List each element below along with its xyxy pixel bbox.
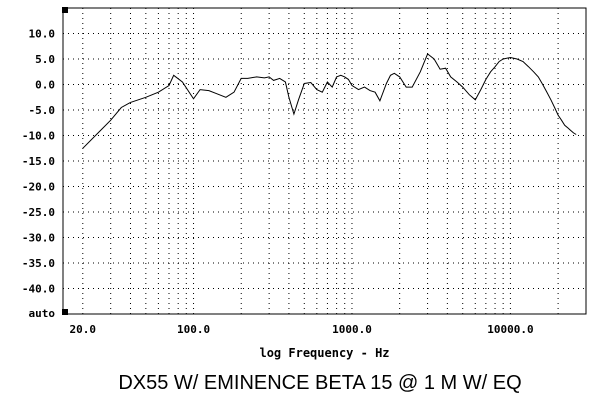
y-tick-label: -20.0 — [22, 181, 55, 194]
x-axis-label: log Frequency - Hz — [259, 346, 389, 360]
y-tick-label: -10.0 — [22, 130, 55, 143]
x-tick-label: 20.0 — [70, 323, 97, 336]
x-tick-labels: 20.0 100.0 1000.0 10000.0 — [70, 323, 534, 336]
response-curve — [82, 53, 577, 149]
x-tick-label: 1000.0 — [332, 323, 372, 336]
plot-frame — [62, 7, 587, 315]
y-tick-label: -15.0 — [22, 155, 55, 168]
y-tick-label: 5.0 — [35, 53, 55, 66]
grid-lines — [63, 8, 586, 314]
y-auto-label: auto — [29, 307, 56, 320]
y-tick-label: 10.0 — [29, 28, 56, 41]
x-tick-label: 10000.0 — [487, 323, 533, 336]
y-tick-labels: 10.0 5.0 0.0 -5.0 -10.0 -15.0 -20.0 -25.0 -30.0 -… — [22, 28, 55, 296]
series-group — [82, 53, 577, 149]
chart-title: DX55 W/ EMINENCE BETA 15 @ 1 M W/ EQ — [118, 372, 521, 394]
y-tick-label: -5.0 — [29, 104, 56, 117]
y-tick-label: 0.0 — [35, 79, 55, 92]
y-tick-label: -30.0 — [22, 232, 55, 245]
x-tick-label: 100.0 — [177, 323, 210, 336]
y-tick-label: -40.0 — [22, 283, 55, 296]
corner-marker-top — [62, 7, 68, 13]
y-tick-label: -25.0 — [22, 206, 55, 219]
corner-marker-bottom — [62, 309, 68, 315]
y-tick-label: -35.0 — [22, 257, 55, 270]
